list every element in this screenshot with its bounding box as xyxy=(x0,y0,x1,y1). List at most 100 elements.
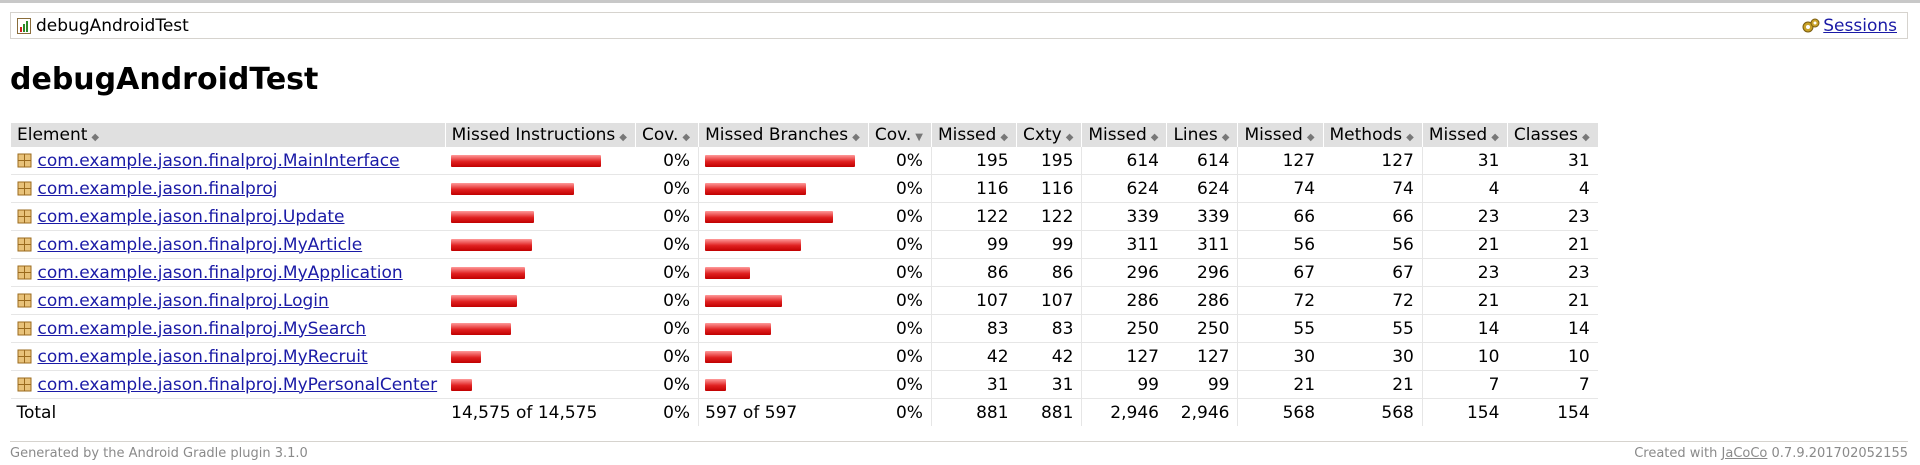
lines-cell: 339 xyxy=(1166,202,1238,231)
instr-cov-cell: 0% xyxy=(635,147,699,175)
col-classes-missed[interactable]: Missed ◆ xyxy=(1421,123,1508,147)
instr-cov-cell: 0% xyxy=(635,370,699,399)
element-cell: com.example.jason.finalproj.MyRecruit xyxy=(10,342,446,371)
missed-branches-bar xyxy=(705,294,783,307)
col-classes[interactable]: Classes ◆ xyxy=(1506,123,1598,147)
table-row: com.example.jason.finalproj.Login 0% 0% 107… xyxy=(10,286,1598,315)
methods-cell: 66 xyxy=(1323,202,1423,231)
classes-cell: 31 xyxy=(1507,147,1598,175)
cxty-cell: 116 xyxy=(1016,174,1082,203)
package-link[interactable]: com.example.jason.finalproj xyxy=(37,178,278,199)
col-missed-instructions[interactable]: Missed Instructions ◆ xyxy=(444,123,636,147)
sort-icon: ◆ xyxy=(1406,132,1414,143)
lines-missed-cell: 624 xyxy=(1081,174,1167,203)
package-link[interactable]: com.example.jason.finalproj.Login xyxy=(37,290,329,311)
missed-branches-bar xyxy=(705,378,727,391)
instr-cov-cell: 0% xyxy=(635,230,699,259)
lines-cell: 311 xyxy=(1166,230,1238,259)
sort-icon: ◆ xyxy=(1491,132,1499,143)
package-link[interactable]: com.example.jason.finalproj.Update xyxy=(37,206,345,227)
sort-icon: ◆ xyxy=(1306,132,1315,143)
col-instr-cov[interactable]: Cov. ◆ xyxy=(634,123,699,147)
col-cxty[interactable]: Cxty ◆ xyxy=(1016,123,1082,147)
package-icon xyxy=(17,181,32,196)
missed-instructions-bar xyxy=(451,210,535,223)
jacoco-link[interactable]: JaCoCo xyxy=(1721,446,1768,461)
lines-missed-cell: 99 xyxy=(1081,370,1167,399)
element-cell: com.example.jason.finalproj.Login xyxy=(10,286,446,315)
package-link[interactable]: com.example.jason.finalproj.MySearch xyxy=(37,318,367,339)
total-branch-cov: 0% xyxy=(868,398,932,426)
methods-missed-cell: 74 xyxy=(1237,174,1324,203)
total-lines: 2,946 xyxy=(1166,398,1238,426)
package-icon xyxy=(17,153,32,168)
branch-cov-cell: 0% xyxy=(868,258,932,287)
col-methods[interactable]: Methods ◆ xyxy=(1322,123,1423,147)
col-branch-cov[interactable]: Cov. ▼ xyxy=(867,123,932,147)
breadcrumb: debugAndroidTest Sessions xyxy=(10,12,1908,39)
methods-cell: 55 xyxy=(1323,314,1423,343)
classes-missed-cell: 21 xyxy=(1421,286,1508,315)
cxty-cell: 42 xyxy=(1016,342,1082,371)
element-cell: com.example.jason.finalproj xyxy=(10,174,446,203)
missed-instructions-bar xyxy=(451,322,512,335)
package-link[interactable]: com.example.jason.finalproj.MyPersonalCe… xyxy=(37,374,438,395)
package-link[interactable]: com.example.jason.finalproj.MainInterfac… xyxy=(37,150,400,171)
instructions-bar-cell xyxy=(445,370,636,399)
classes-cell: 23 xyxy=(1507,258,1598,287)
sort-icon: ◆ xyxy=(682,132,691,143)
package-icon xyxy=(17,349,32,364)
col-methods-missed[interactable]: Missed ◆ xyxy=(1237,123,1324,147)
lines-cell: 286 xyxy=(1166,286,1238,315)
classes-cell: 14 xyxy=(1507,314,1598,343)
element-cell: com.example.jason.finalproj.MyPersonalCe… xyxy=(10,370,446,399)
instructions-bar-cell xyxy=(445,314,636,343)
package-link[interactable]: com.example.jason.finalproj.MyApplicatio… xyxy=(37,262,403,283)
instr-cov-cell: 0% xyxy=(635,342,699,371)
sort-down-icon: ▼ xyxy=(915,132,923,143)
methods-cell: 56 xyxy=(1323,230,1423,259)
package-link[interactable]: com.example.jason.finalproj.MyArticle xyxy=(37,234,363,255)
footer-created-prefix: Created with xyxy=(1634,446,1718,461)
missed-instructions-bar xyxy=(451,378,473,391)
breadcrumb-report-name: debugAndroidTest xyxy=(36,16,189,36)
methods-missed-cell: 127 xyxy=(1237,147,1324,175)
col-element[interactable]: Element ◆ xyxy=(10,123,446,147)
branches-bar-cell xyxy=(698,174,869,203)
sort-icon: ◆ xyxy=(1150,132,1159,143)
total-methods-missed: 568 xyxy=(1237,398,1324,426)
sessions-area: Sessions xyxy=(1801,16,1897,36)
col-lines-missed[interactable]: Missed ◆ xyxy=(1081,123,1167,147)
lines-cell: 127 xyxy=(1166,342,1238,371)
cxty-cell: 86 xyxy=(1016,258,1082,287)
table-row: com.example.jason.finalproj.MyPersonalCe… xyxy=(10,370,1598,399)
col-lines[interactable]: Lines ◆ xyxy=(1166,123,1238,147)
element-cell: com.example.jason.finalproj.MainInterfac… xyxy=(10,147,446,175)
instr-cov-cell: 0% xyxy=(635,258,699,287)
total-classes: 154 xyxy=(1507,398,1598,426)
missed-branches-bar xyxy=(705,238,802,251)
instructions-bar-cell xyxy=(445,286,636,315)
classes-cell: 21 xyxy=(1507,230,1598,259)
cxty-missed-cell: 83 xyxy=(930,314,1017,343)
col-cxty-missed[interactable]: Missed ◆ xyxy=(930,123,1017,147)
cxty-cell: 195 xyxy=(1016,147,1082,175)
sort-icon: ◆ xyxy=(852,132,860,143)
instructions-bar-cell xyxy=(445,342,636,371)
branches-bar-cell xyxy=(698,230,869,259)
branches-bar-cell xyxy=(698,314,869,343)
table-row: com.example.jason.finalproj.MyArticle 0% 0… xyxy=(10,230,1598,259)
table-header-row: Element ◆ Missed Instructions ◆ Cov. ◆ Miss… xyxy=(10,123,1598,147)
branch-cov-cell: 0% xyxy=(868,230,932,259)
cxty-cell: 31 xyxy=(1016,370,1082,399)
col-missed-branches[interactable]: Missed Branches ◆ xyxy=(698,123,869,147)
footer-version: 0.7.9.201702052155 xyxy=(1771,446,1908,461)
missed-branches-bar xyxy=(705,154,856,167)
package-link[interactable]: com.example.jason.finalproj.MyRecruit xyxy=(37,346,368,367)
cxty-missed-cell: 122 xyxy=(930,202,1017,231)
missed-instructions-bar xyxy=(451,350,482,363)
branch-cov-cell: 0% xyxy=(868,342,932,371)
total-instr-cov: 0% xyxy=(635,398,699,426)
total-branches: 597 of 597 xyxy=(698,398,869,426)
sessions-link[interactable]: Sessions xyxy=(1823,16,1897,36)
